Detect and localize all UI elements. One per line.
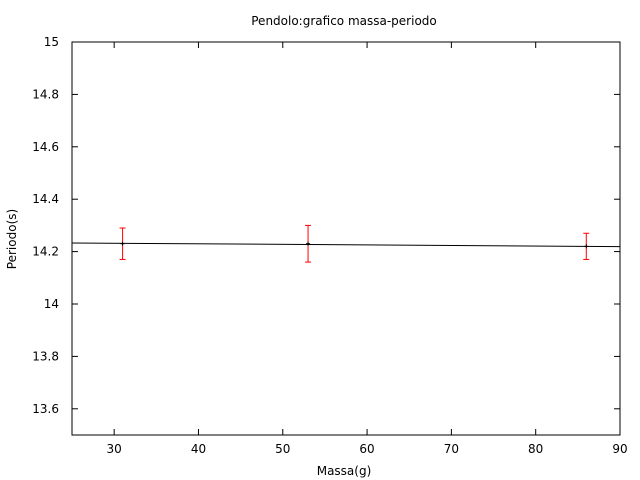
y-tick-label: 14.2 — [32, 245, 59, 259]
fit-line — [71, 242, 621, 248]
y-axis-label: Periodo(s) — [5, 209, 19, 269]
x-axis-ticks: 30 40 50 60 70 80 90 — [107, 42, 628, 456]
y-tick-label: 14.6 — [32, 140, 59, 154]
y-tick-label: 14 — [44, 297, 59, 311]
x-axis-label: Massa(g) — [317, 464, 372, 478]
chart-title: Pendolo:grafico massa-periodo — [251, 14, 437, 28]
x-tick-label: 60 — [359, 442, 374, 456]
y-tick-label: 13.6 — [32, 402, 59, 416]
y-tick-label: 14.8 — [32, 87, 59, 101]
x-tick-label: 70 — [444, 442, 459, 456]
data-points-layer — [119, 224, 590, 263]
plot-frame — [71, 41, 621, 436]
y-tick-label: 14.4 — [32, 192, 59, 206]
x-tick-label: 80 — [528, 442, 543, 456]
y-tick-label: 13.8 — [32, 349, 59, 363]
x-tick-label: 40 — [191, 442, 206, 456]
x-tick-label: 30 — [107, 442, 122, 456]
fit-line-layer — [71, 242, 621, 248]
y-axis-ticks: 13.6 13.8 14 14.2 14.4 14.6 14.8 15 — [32, 35, 620, 416]
data-point — [583, 232, 590, 260]
data-point — [305, 224, 312, 263]
x-tick-label: 90 — [612, 442, 627, 456]
x-tick-label: 50 — [275, 442, 290, 456]
data-point — [119, 227, 126, 260]
y-tick-label: 15 — [44, 35, 59, 49]
